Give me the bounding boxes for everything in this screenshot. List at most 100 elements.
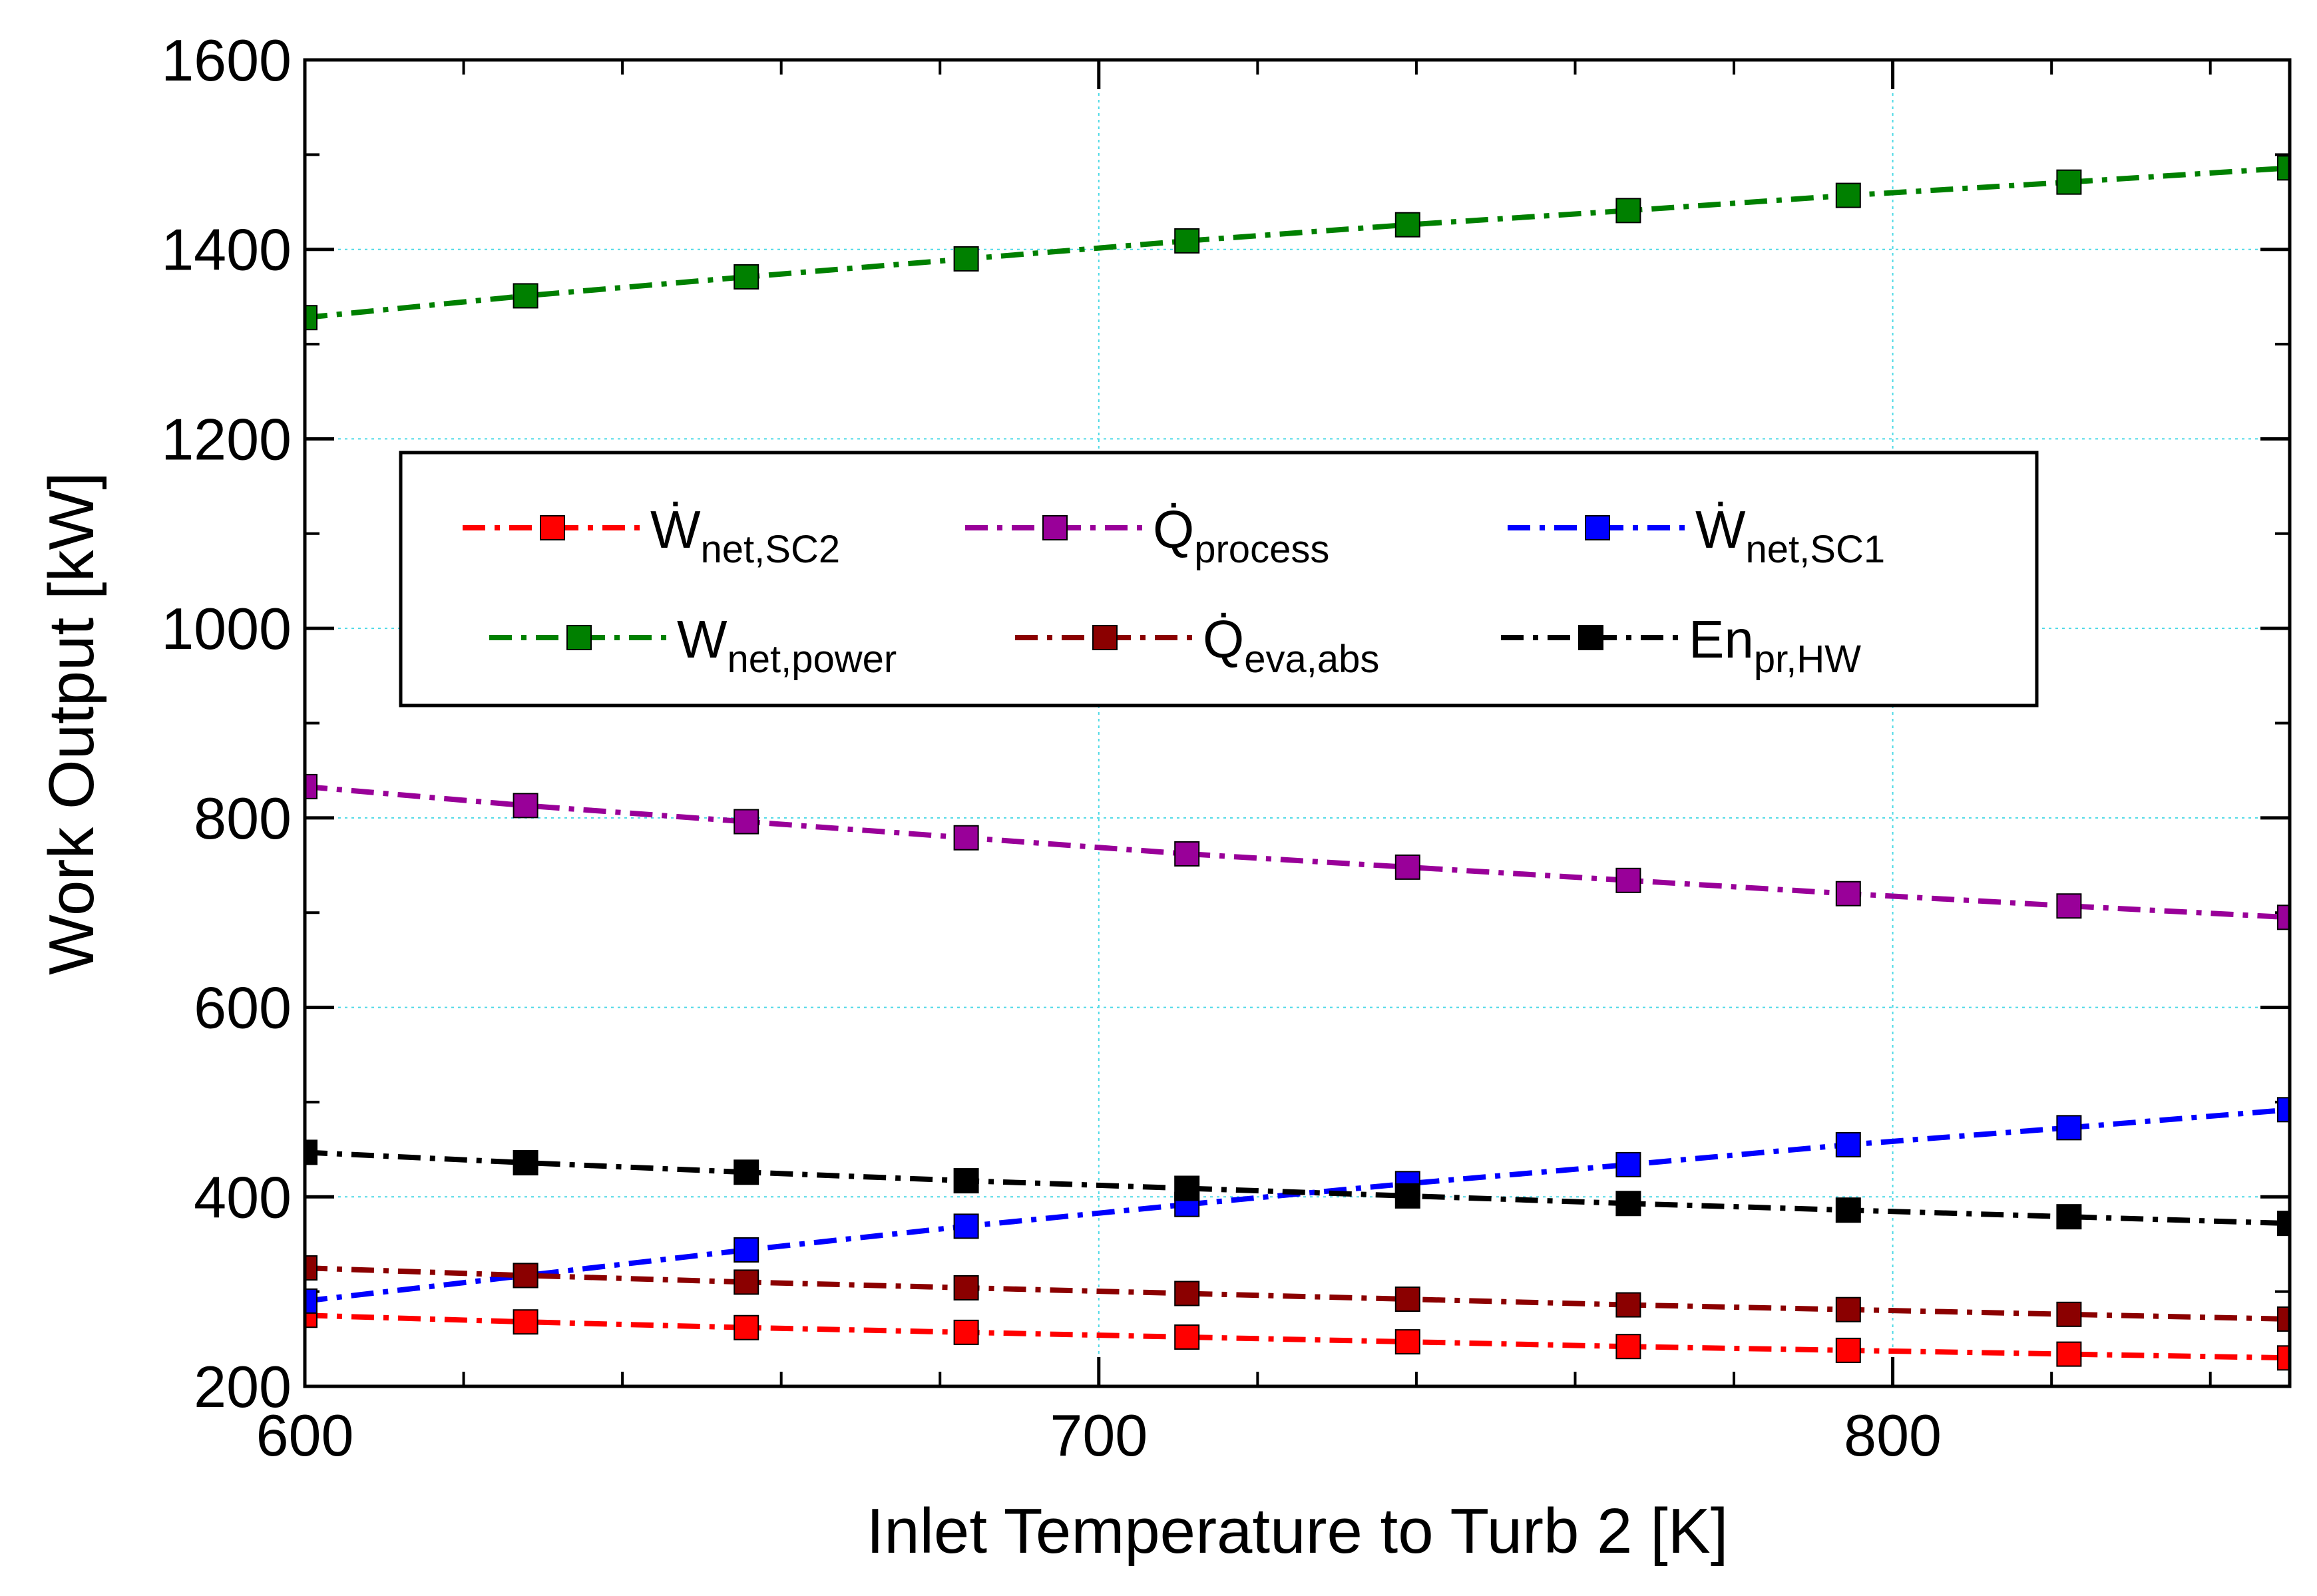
- legend-entry-1-label: Ẇnet,SC2: [650, 500, 840, 571]
- series-2-marker: [1174, 841, 1200, 867]
- x-tick-label: 800: [1844, 1402, 1942, 1468]
- legend-entry-2-marker: [1042, 515, 1068, 540]
- series-6-marker: [1615, 1191, 1641, 1217]
- legend-entry-1-label-main: Ẇ: [650, 500, 701, 559]
- legend-entry-2-label-sub: process: [1194, 528, 1329, 571]
- legend-entry-5-label-sub: eva,abs: [1244, 638, 1379, 681]
- series-4-marker: [1835, 182, 1861, 208]
- series-1-marker: [1615, 1334, 1641, 1360]
- series-5-marker: [513, 1263, 538, 1289]
- series-4-marker: [1174, 228, 1200, 254]
- series-6-marker: [953, 1168, 979, 1194]
- series-3-marker: [1615, 1151, 1641, 1177]
- legend-entry-2-label-main: Q̇: [1153, 500, 1194, 559]
- minor-ticks: [304, 59, 2290, 1388]
- x-tick-label: 700: [1050, 1402, 1148, 1468]
- series-1-marker: [1835, 1337, 1861, 1363]
- series-4-marker: [2056, 169, 2082, 195]
- y-tick-label: 800: [194, 785, 292, 851]
- series-3-marker: [305, 1288, 317, 1314]
- series-6-marker: [305, 1139, 317, 1165]
- axis-ticks: 600 700 800 200 400 600 800 1000 1200 1400 1600: [161, 27, 2290, 1468]
- legend-entry-1-label-sub: net,SC2: [701, 528, 841, 571]
- legend-entry-6-label-main: En: [1689, 610, 1754, 669]
- series-6-marker: [1174, 1175, 1200, 1201]
- series-2-marker: [1835, 881, 1861, 906]
- legend-entry-1-marker: [540, 515, 565, 540]
- legend-entry-6-label-sub: pr,HW: [1754, 638, 1861, 681]
- y-tick-label: 1400: [161, 217, 292, 283]
- legend-entry-3-label: Ẇnet,SC1: [1695, 500, 1885, 571]
- series-2-marker: [305, 773, 317, 799]
- legend-entry-3-label-main: Ẇ: [1695, 500, 1746, 559]
- legend-entry-2-label: Q̇process: [1153, 500, 1329, 571]
- legend-entry-4-label-sub: net,power: [728, 638, 897, 681]
- series-group: [305, 155, 2290, 1371]
- series-3-marker: [2277, 1097, 2290, 1123]
- y-tick-label: 400: [194, 1164, 292, 1230]
- series-6-marker: [2277, 1211, 2290, 1237]
- series-1-marker: [953, 1319, 979, 1345]
- legend-entry-4-marker: [566, 625, 592, 650]
- series-5-marker: [1174, 1281, 1200, 1306]
- legend-entry-5-label-main: Q̇: [1203, 610, 1244, 669]
- series-5-marker: [734, 1269, 759, 1295]
- series-2-marker: [1615, 867, 1641, 893]
- y-axis-label: Work Output [kW]: [36, 472, 107, 975]
- series-1-marker: [1394, 1329, 1420, 1355]
- legend-entry-4-label: Wnet,power: [677, 610, 897, 681]
- y-tick-label: 200: [194, 1354, 292, 1420]
- series-4-marker: [1615, 198, 1641, 224]
- series-2-marker: [1394, 854, 1420, 880]
- series-1-line: [305, 1312, 2290, 1361]
- series-4-marker: [734, 264, 759, 290]
- legend-entry-3-marker: [1585, 515, 1610, 540]
- y-tick-label: 1200: [161, 406, 292, 472]
- series-5-line: [305, 1265, 2290, 1322]
- series-6-marker: [1394, 1183, 1420, 1209]
- series-1-marker: [2277, 1345, 2290, 1371]
- series-6-marker: [2056, 1204, 2082, 1230]
- legend-entry-5-marker: [1092, 625, 1118, 650]
- series-2-marker: [513, 793, 538, 819]
- legend-entry-6-marker: [1578, 625, 1603, 650]
- series-3-marker: [734, 1237, 759, 1263]
- series-5-marker: [953, 1275, 979, 1300]
- legend-box: [399, 451, 2039, 707]
- series-2-marker: [2277, 904, 2290, 930]
- series-3-marker: [953, 1213, 979, 1239]
- series-2-marker: [953, 825, 979, 851]
- x-axis-label: Inlet Temperature to Turb 2 [K]: [867, 1496, 1729, 1567]
- series-1-marker: [1174, 1324, 1200, 1350]
- series-5-marker: [305, 1255, 317, 1281]
- series-4-marker: [2277, 155, 2290, 181]
- series-3-marker: [1835, 1131, 1861, 1157]
- series-5-marker: [2056, 1301, 2082, 1327]
- series-lines: [305, 155, 2290, 1371]
- series-2-line: [305, 783, 2290, 920]
- series-5-marker: [1394, 1287, 1420, 1312]
- series-5-marker: [2277, 1306, 2290, 1332]
- series-4-marker: [953, 246, 979, 272]
- series-4-marker: [513, 283, 538, 309]
- series-2-marker: [2056, 893, 2082, 919]
- series-2-marker: [734, 809, 759, 835]
- plot-frame: [303, 58, 2292, 1388]
- x-tick-label: 600: [256, 1402, 354, 1468]
- y-tick-label: 1600: [161, 27, 292, 93]
- y-tick-label: 600: [194, 975, 292, 1041]
- legend-entry-6-label: Enpr,HW: [1689, 610, 1861, 681]
- series-4-marker: [1394, 212, 1420, 238]
- series-4-marker: [305, 305, 317, 331]
- series-5-marker: [1835, 1297, 1861, 1322]
- series-4-line: [305, 165, 2290, 321]
- legend-entry-4-label-main: W: [677, 610, 728, 669]
- series-5-marker: [1615, 1292, 1641, 1318]
- series-1-marker: [513, 1309, 538, 1335]
- series-6-marker: [1835, 1197, 1861, 1223]
- y-tick-label: 1000: [161, 596, 292, 662]
- legend-entry-5-label: Q̇eva,abs: [1203, 610, 1379, 681]
- grid: [305, 60, 2290, 1386]
